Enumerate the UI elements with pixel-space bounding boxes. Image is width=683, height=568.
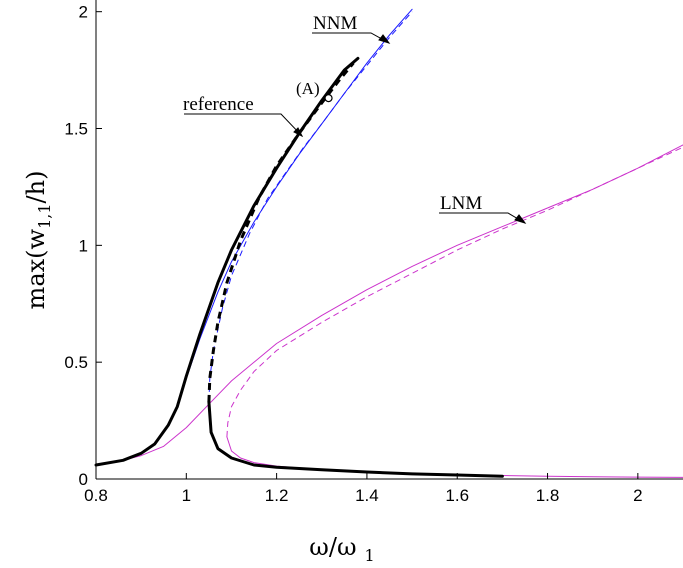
y-tick-label: 2 xyxy=(79,3,88,22)
annotation-lnm: LNM xyxy=(440,193,482,214)
nnm-arrowhead xyxy=(378,34,391,44)
x-tick-label: 1 xyxy=(182,486,191,505)
reference-leader xyxy=(184,113,303,137)
annotation-reference: reference xyxy=(183,94,254,115)
point-a-marker xyxy=(324,94,333,103)
axes-layer xyxy=(95,0,683,480)
x-tick-label: 1.2 xyxy=(265,486,289,505)
y-tick-label: 0 xyxy=(79,470,88,489)
x-axis-label: ω/ω 1 xyxy=(309,533,374,565)
series-line-nnm-unstable xyxy=(208,11,413,402)
series-line-reference-stable-lower xyxy=(207,400,504,478)
reference-arrowhead xyxy=(293,127,304,138)
y-tick-label: 1 xyxy=(79,236,88,255)
annotation-point-a: (A) xyxy=(296,79,320,98)
y-tick-label: 0.5 xyxy=(64,353,88,372)
x-tick-label: 1.6 xyxy=(445,486,469,505)
x-tick-label: 0.8 xyxy=(84,486,108,505)
y-tick-label: 1.5 xyxy=(64,120,88,139)
annotations xyxy=(184,32,527,224)
series-line-lnm-stable xyxy=(95,144,683,466)
x-tick-label: 1.8 xyxy=(536,486,560,505)
y-axis-label: max(w1,1/h) xyxy=(22,171,54,310)
ticks-layer: 0.8 1 1.2 1.4 1.6 1.8 2 0 0.5 1 1.5 2 xyxy=(64,3,642,505)
series-line-lnm-unstable xyxy=(226,146,683,437)
annotation-nnm: NNM xyxy=(313,13,357,34)
lnm-arrowhead xyxy=(514,214,527,224)
series-line-reference xyxy=(94,56,360,467)
plot-area xyxy=(96,0,683,479)
x-tick-label: 1.4 xyxy=(355,486,379,505)
x-tick-label: 2 xyxy=(633,486,642,505)
